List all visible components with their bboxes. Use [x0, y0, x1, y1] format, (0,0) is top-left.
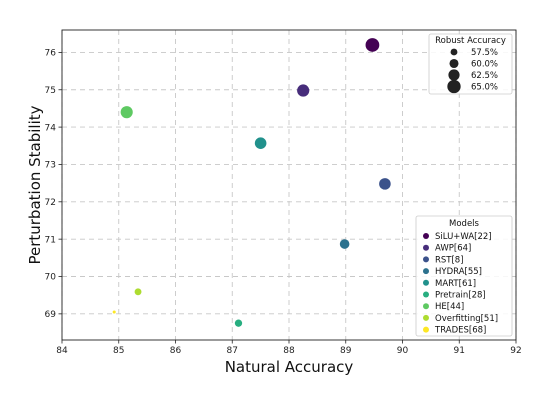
- color-legend-label: HYDRA[55]: [435, 267, 482, 277]
- color-legend-label: Overfitting[51]: [435, 314, 498, 324]
- color-legend-marker: [423, 256, 429, 263]
- color-legend-marker: [423, 326, 429, 333]
- data-point: [339, 239, 350, 249]
- size-legend-label: 57.5%: [471, 48, 498, 58]
- data-point: [379, 178, 391, 190]
- color-legend-title: Models: [449, 219, 480, 229]
- x-tick-label: 92: [510, 346, 521, 356]
- size-legend: Robust Accuracy 57.5% 60.0%62.5% 65.0%: [428, 33, 513, 95]
- color-legend-label: AWP[64]: [435, 244, 471, 254]
- y-tick-label: 73: [45, 161, 56, 171]
- color-legend-label: MART[61]: [435, 279, 476, 289]
- color-legend-marker: [423, 314, 429, 321]
- x-axis-label: Natural Accuracy: [225, 358, 354, 376]
- size-legend-entries: 57.5% 60.0%62.5% 65.0%: [447, 48, 498, 94]
- color-legend-label: TRADES[68]: [434, 326, 486, 336]
- size-legend-box: [428, 33, 513, 95]
- color-legend-marker: [423, 233, 429, 239]
- size-legend-title: Robust Accuracy: [435, 36, 506, 46]
- data-points: [112, 38, 391, 327]
- data-point: [134, 288, 142, 296]
- x-tick-label: 86: [170, 346, 182, 356]
- data-point: [297, 84, 310, 97]
- size-legend-label: 60.0%: [471, 60, 498, 70]
- x-tick-label: 91: [454, 346, 465, 356]
- x-tick-label: 87: [227, 346, 238, 356]
- data-point: [365, 38, 380, 52]
- size-legend-marker: [447, 79, 461, 94]
- size-legend-label: 62.5%: [471, 71, 498, 81]
- x-tick-label: 84: [56, 346, 68, 356]
- y-tick-label: 70: [45, 273, 57, 283]
- x-tick-label: 89: [340, 346, 352, 356]
- y-tick-label: 71: [45, 235, 56, 245]
- y-tick-label: 69: [45, 310, 57, 320]
- color-legend-marker: [423, 303, 429, 310]
- y-axis-ticks: 69 70 71 72 73 74 75 76: [45, 49, 62, 320]
- size-legend-label: 65.0%: [471, 83, 498, 93]
- color-legend-label: HE[44]: [435, 302, 464, 312]
- data-point: [234, 319, 243, 327]
- color-legend: Models SiLU+WA[22] AWP[64]RST[8] HYDRA[55]…: [415, 215, 513, 337]
- color-legend-entries: SiLU+WA[22] AWP[64]RST[8] HYDRA[55] MART[61…: [423, 232, 498, 336]
- color-legend-marker: [423, 279, 429, 286]
- y-tick-label: 75: [45, 86, 56, 96]
- color-legend-marker: [423, 268, 429, 275]
- data-point: [120, 106, 133, 119]
- color-legend-marker: [423, 244, 429, 251]
- x-tick-label: 85: [113, 346, 124, 356]
- y-tick-label: 74: [45, 123, 57, 133]
- data-point: [112, 310, 116, 314]
- y-tick-label: 72: [45, 198, 56, 208]
- color-legend-marker: [423, 291, 429, 298]
- x-axis-ticks: 84 85 86 87 88 89 90 91 92: [56, 340, 522, 356]
- x-tick-label: 90: [397, 346, 409, 356]
- color-legend-box: [415, 215, 513, 337]
- x-tick-label: 88: [283, 346, 295, 356]
- size-legend-marker: [449, 58, 459, 69]
- size-legend-marker: [450, 48, 458, 56]
- data-point: [254, 137, 267, 149]
- y-tick-label: 76: [45, 49, 57, 59]
- color-legend-label: RST[8]: [435, 255, 464, 265]
- y-axis-label: Perturbation Stability: [26, 105, 44, 264]
- size-legend-marker: [448, 69, 460, 81]
- color-legend-label: Pretrain[28]: [435, 291, 486, 301]
- color-legend-label: SiLU+WA[22]: [435, 232, 492, 242]
